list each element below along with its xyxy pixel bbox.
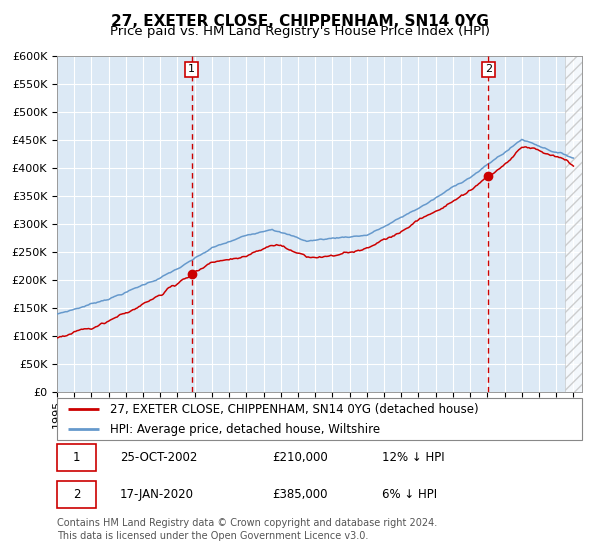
Text: £210,000: £210,000: [272, 451, 328, 464]
Text: £385,000: £385,000: [272, 488, 328, 501]
Text: 1: 1: [73, 451, 80, 464]
Text: 6% ↓ HPI: 6% ↓ HPI: [383, 488, 437, 501]
Text: Price paid vs. HM Land Registry's House Price Index (HPI): Price paid vs. HM Land Registry's House …: [110, 25, 490, 38]
Bar: [565, 56, 582, 392]
Text: 2: 2: [485, 64, 492, 74]
Text: 1: 1: [188, 64, 195, 74]
Text: 27, EXETER CLOSE, CHIPPENHAM, SN14 0YG (detached house): 27, EXETER CLOSE, CHIPPENHAM, SN14 0YG (…: [110, 403, 478, 416]
Text: Contains HM Land Registry data © Crown copyright and database right 2024.
This d: Contains HM Land Registry data © Crown c…: [57, 518, 437, 541]
Text: 12% ↓ HPI: 12% ↓ HPI: [383, 451, 445, 464]
Text: 17-JAN-2020: 17-JAN-2020: [120, 488, 194, 501]
Text: 27, EXETER CLOSE, CHIPPENHAM, SN14 0YG: 27, EXETER CLOSE, CHIPPENHAM, SN14 0YG: [111, 14, 489, 29]
Text: HPI: Average price, detached house, Wiltshire: HPI: Average price, detached house, Wilt…: [110, 423, 380, 436]
Text: 25-OCT-2002: 25-OCT-2002: [120, 451, 197, 464]
Text: 2: 2: [73, 488, 80, 501]
